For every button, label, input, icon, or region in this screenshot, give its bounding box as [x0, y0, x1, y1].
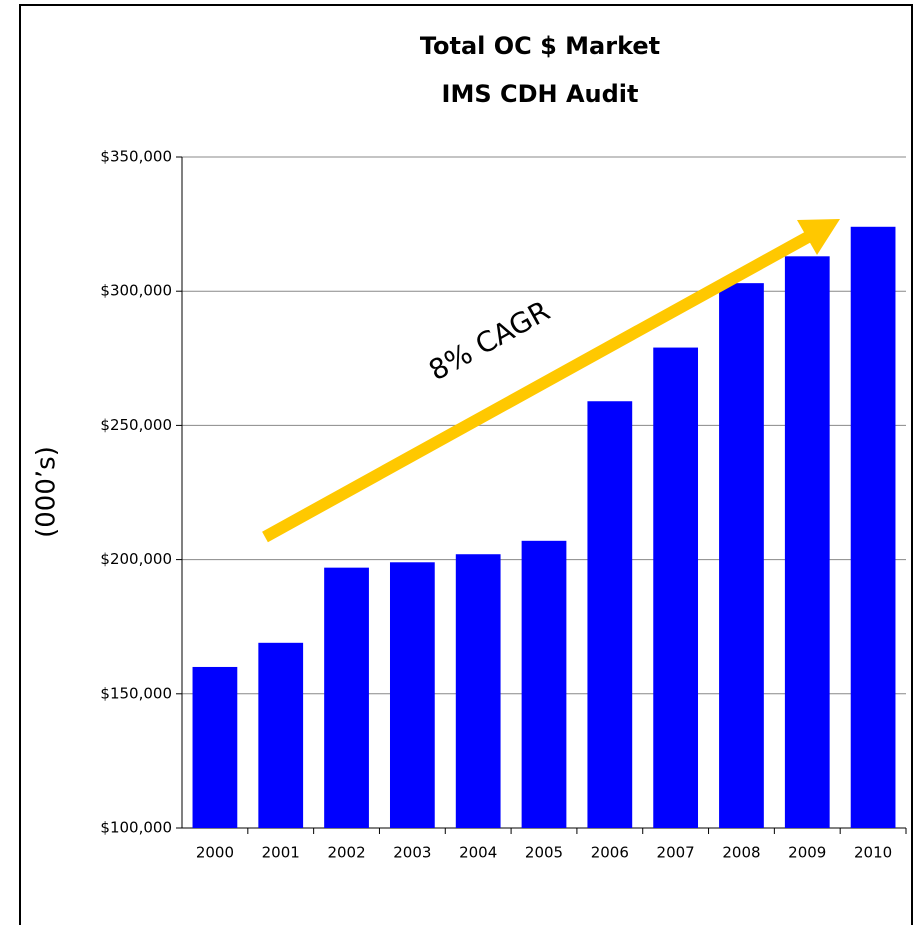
plot-area: $100,000 $150,000 $200,000 $250,000 $300,000… [100, 148, 907, 862]
chart-subtitle: IMS CDH Audit [442, 80, 639, 108]
chart-title: Total OC $ Market [420, 32, 660, 60]
bar [192, 666, 238, 828]
y-tick-label: $250,000 [100, 416, 172, 434]
bar [324, 567, 369, 828]
x-tick-label: 2010 [854, 844, 892, 862]
y-tick-label: $100,000 [100, 819, 172, 837]
x-tick-label: 2000 [196, 844, 234, 862]
x-tick-label: 2003 [393, 844, 431, 862]
x-tick-label: 2008 [722, 844, 760, 862]
x-tick-label: 2004 [459, 844, 497, 862]
y-tick-label: $350,000 [100, 148, 172, 166]
x-tick-label: 2007 [657, 844, 695, 862]
y-tick-label: $300,000 [100, 282, 172, 300]
bar [719, 283, 764, 828]
bar [389, 562, 435, 828]
bar [521, 540, 567, 828]
y-tick-label: $200,000 [100, 550, 172, 568]
x-tick-label: 2005 [525, 844, 563, 862]
bar [587, 401, 633, 828]
bar [653, 347, 699, 828]
trend-arrow [262, 231, 811, 543]
x-tick-label: 2001 [262, 844, 300, 862]
bar [455, 554, 501, 828]
x-tick-label: 2009 [788, 844, 826, 862]
x-tick-label: 2002 [327, 844, 365, 862]
bar [850, 226, 896, 828]
y-axis-label: (000’s) [32, 446, 62, 538]
x-tick-label: 2006 [591, 844, 629, 862]
trend-arrow-head [797, 219, 840, 255]
y-tick-label: $150,000 [100, 684, 172, 702]
bar [784, 256, 830, 829]
bar [258, 642, 304, 828]
